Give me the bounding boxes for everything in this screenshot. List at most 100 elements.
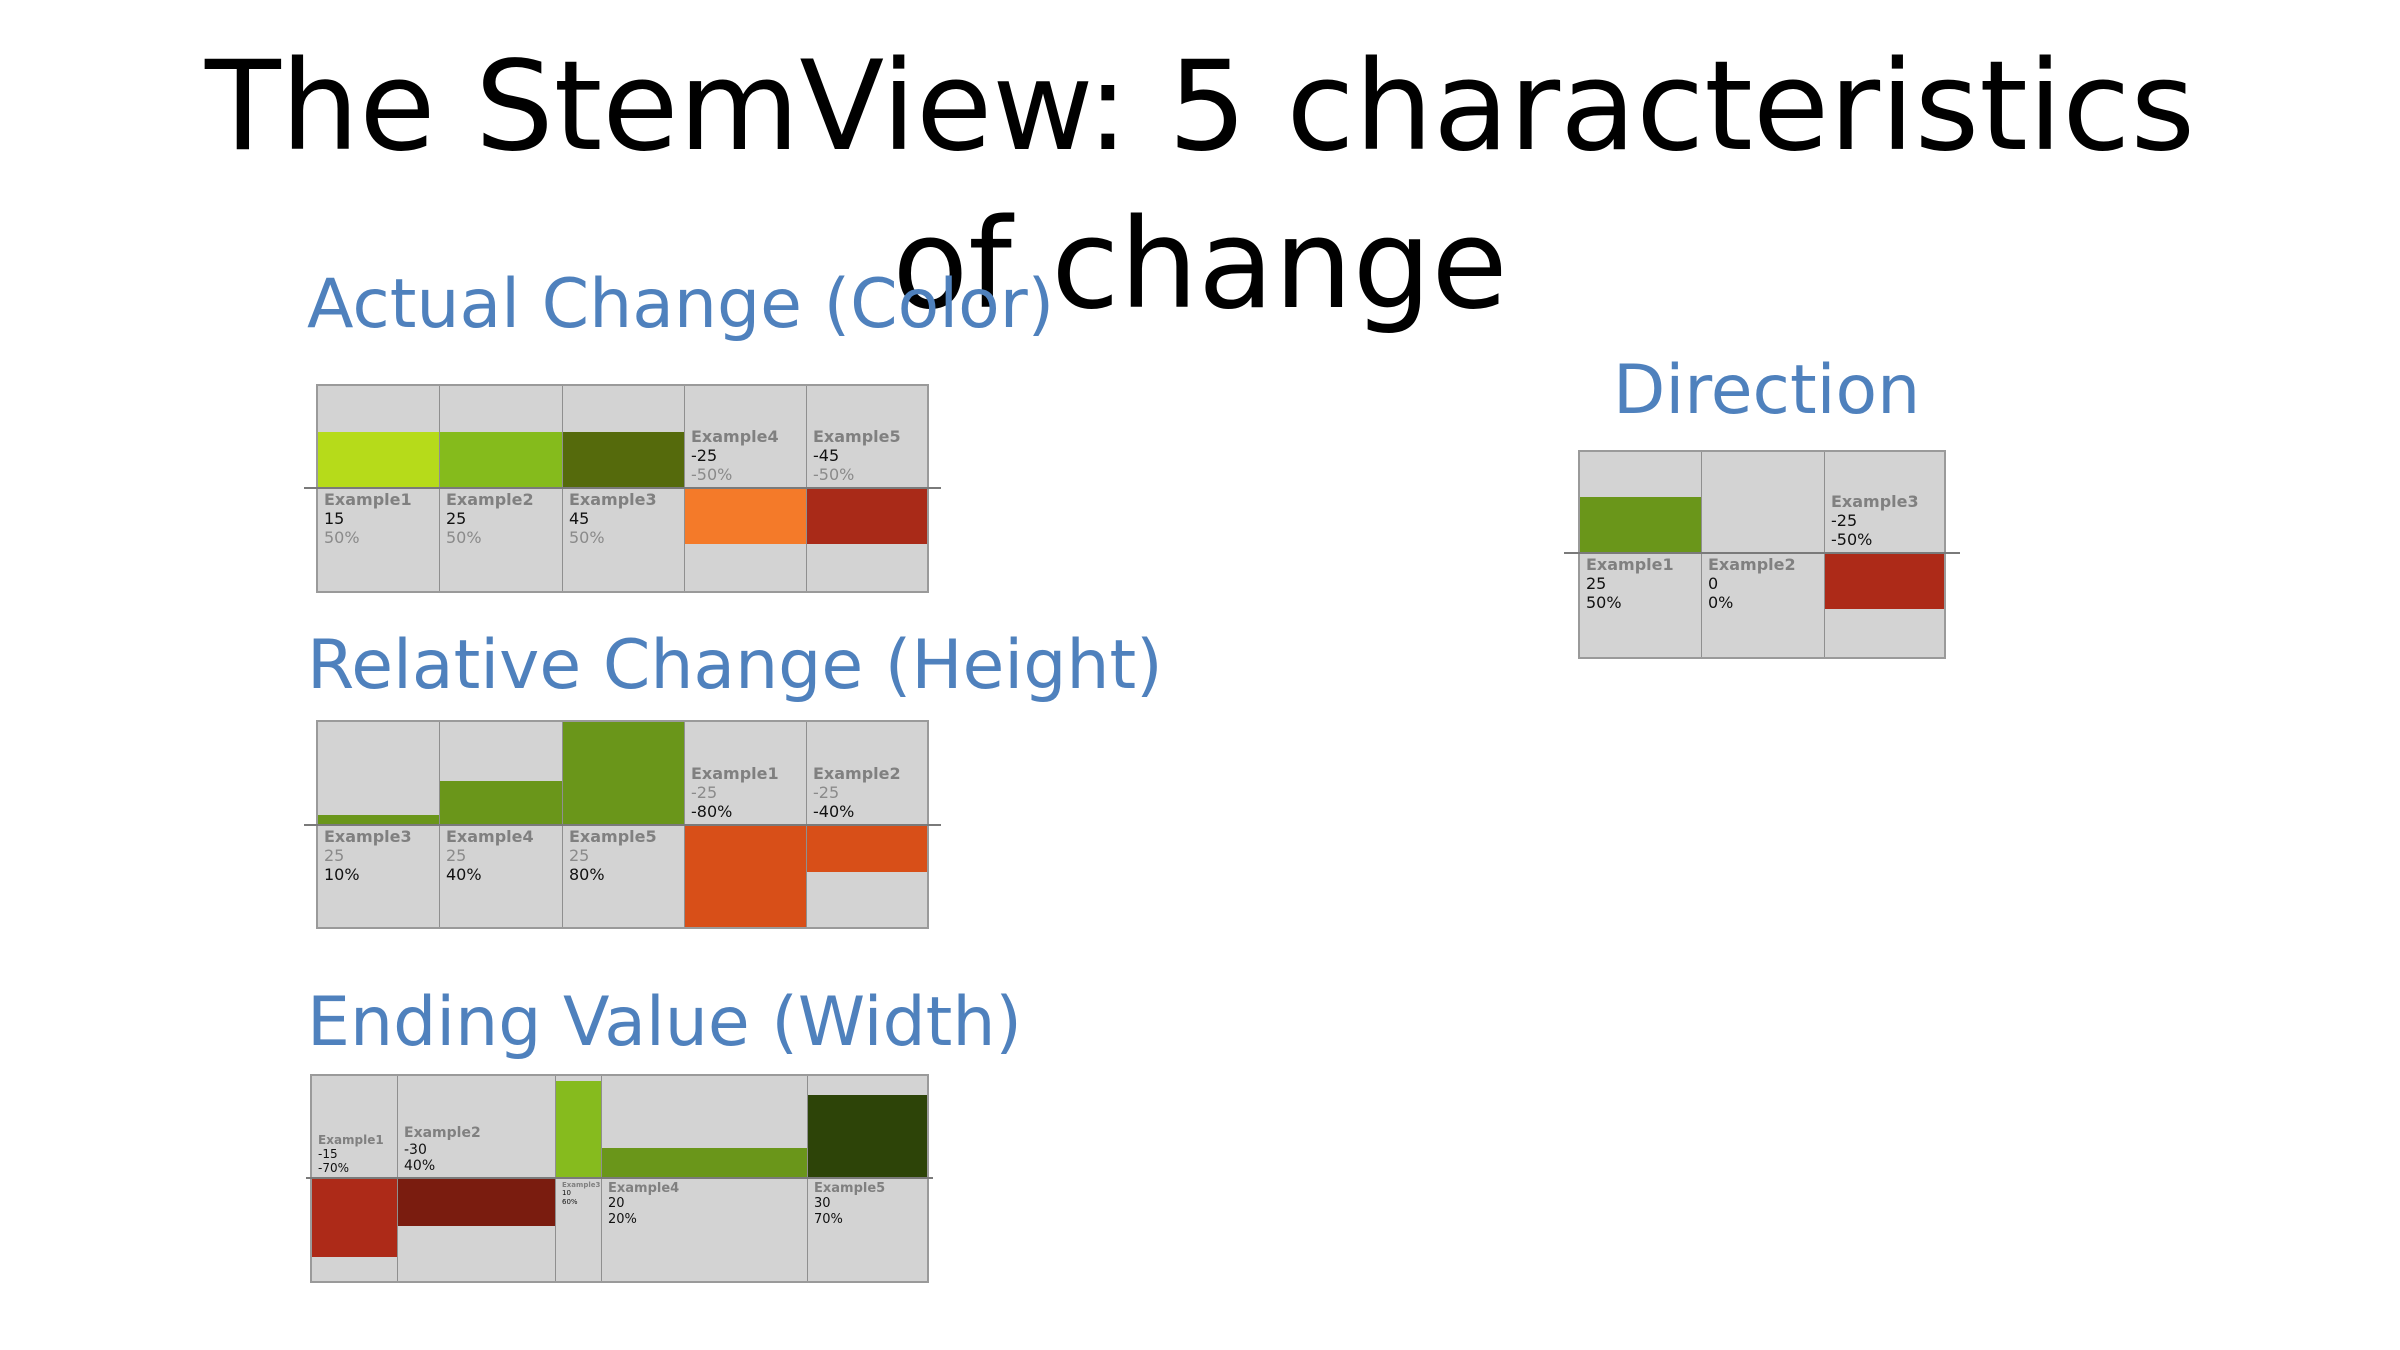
stem-pct: 50% (1586, 592, 1622, 612)
stem-bar (685, 488, 806, 544)
stem-label: Example2 -25 -40% (813, 764, 927, 822)
stem-pct: 20% (608, 1211, 637, 1227)
stem-pct: -70% (318, 1160, 350, 1175)
stem-change: -25 (1831, 511, 1858, 531)
stem-bar (807, 825, 929, 872)
stem-change: -25 (813, 783, 840, 803)
stem-pct: -50% (813, 465, 855, 485)
stem-label: Example3 25 10% (324, 827, 437, 885)
stem-pct: 0% (1708, 592, 1734, 612)
stem-name: Example3 (324, 827, 412, 846)
stem-bar (808, 1095, 929, 1178)
stem-pct: -50% (691, 465, 733, 485)
stem-pct: 60% (562, 1197, 578, 1206)
stem-change: -30 (404, 1141, 427, 1158)
stem-column: Example5 -45 -50% (806, 384, 929, 593)
stem-bar (1825, 553, 1946, 609)
stem-pct: 50% (446, 527, 482, 547)
stem-name: Example4 (446, 827, 534, 846)
stem-pct: 80% (569, 864, 605, 884)
stem-change: -45 (813, 446, 840, 466)
stem-pct: 50% (569, 527, 605, 547)
stem-label: Example1 15 50% (324, 490, 437, 548)
stem-name: Example2 (1708, 555, 1796, 574)
stem-bar (685, 825, 806, 929)
stem-name: Example4 (691, 427, 779, 447)
stem-column: Example4 25 40% (439, 720, 562, 929)
stem-label: Example5 30 70% (814, 1181, 927, 1227)
stem-name: Example1 (1586, 555, 1674, 574)
stem-pct: 70% (814, 1211, 843, 1227)
stem-name: Example2 (446, 490, 534, 509)
direction-stemview: Example1 25 50% Example2 0 0% Example3 -25 -50% (1564, 450, 1960, 659)
stem-column: Example2 0 0% (1701, 450, 1824, 659)
stem-label: Example1 -25 -80% (691, 764, 804, 822)
relative-change-label: Relative Change (Height) (307, 626, 1163, 705)
stem-label: Example5 25 80% (569, 827, 682, 885)
stem-change: -25 (691, 446, 718, 466)
stem-bar (807, 488, 929, 544)
relative-change-stemview: Example3 25 10% Example4 25 40% Example5 25 80% E… (304, 720, 941, 929)
stem-label: Example1 25 50% (1586, 555, 1699, 613)
stem-column: Example1 15 50% (316, 384, 439, 593)
stem-bar (318, 432, 439, 488)
stem-name: Example3 (569, 490, 657, 509)
stem-column: Example4 -25 -50% (684, 384, 806, 593)
stem-change: 25 (324, 845, 345, 865)
stem-pct: -40% (813, 802, 855, 822)
stem-label: Example4 -25 -50% (691, 427, 804, 485)
actual-change-stemview: Example1 15 50% Example2 25 50% Example3 45 50% E… (304, 384, 941, 593)
direction-label: Direction (1613, 351, 1921, 430)
stem-label: Example2 25 50% (446, 490, 560, 548)
ending-value-stemview: Example1 -15 -70% Example2 -30 40% Example3 10 6… (306, 1074, 933, 1283)
stem-name: Example5 (814, 1181, 886, 1196)
stem-label: Example3 45 50% (569, 490, 682, 548)
stem-change: 30 (814, 1196, 831, 1212)
stem-name: Example1 (324, 490, 412, 509)
stem-column: Example2 -25 -40% (806, 720, 929, 929)
stem-pct: -50% (1831, 530, 1873, 550)
stem-pct: -80% (691, 802, 733, 822)
stem-name: Example2 (813, 764, 901, 784)
stem-label: Example1 -15 -70% (318, 1133, 395, 1175)
stem-column: Example5 30 70% (807, 1074, 929, 1283)
stem-name: Example5 (569, 827, 657, 846)
stem-bar (556, 1081, 601, 1178)
page-title: The StemView: 5 characteristics of chang… (204, 35, 2196, 337)
stem-bar (398, 1178, 555, 1226)
stem-pct: 50% (324, 527, 360, 547)
stem-name: Example1 (318, 1132, 384, 1147)
stem-name: Example1 (691, 764, 779, 784)
stem-column: Example4 20 20% (601, 1074, 807, 1283)
stem-change: 0 (1708, 573, 1719, 593)
stem-bar (1580, 497, 1701, 553)
stem-change: -25 (691, 783, 718, 803)
stem-label: Example2 0 0% (1708, 555, 1822, 613)
stem-change: 25 (1586, 573, 1607, 593)
stem-name: Example2 (404, 1125, 481, 1142)
stem-pct: 40% (446, 864, 482, 884)
stem-change: -15 (318, 1146, 338, 1161)
stemview-baseline (1564, 552, 1960, 554)
stem-label: Example3 -25 -50% (1831, 492, 1944, 550)
stem-name: Example4 (608, 1181, 680, 1196)
stem-bar (318, 815, 439, 825)
stem-change: 10 (562, 1189, 571, 1198)
stem-bar (563, 432, 684, 488)
stemview-baseline (304, 487, 941, 489)
stem-bar (602, 1148, 807, 1178)
ending-value-label: Ending Value (Width) (307, 983, 1022, 1062)
stem-label: Example2 -30 40% (404, 1125, 553, 1175)
stem-name: Example5 (813, 427, 901, 447)
stem-change: 15 (324, 508, 345, 528)
stem-label: Example4 20 20% (608, 1181, 805, 1227)
stem-change: 45 (569, 508, 590, 528)
stem-bar (312, 1178, 397, 1257)
stem-change: 25 (446, 508, 467, 528)
actual-change-label: Actual Change (Color) (307, 265, 1055, 344)
stem-column: Example2 25 50% (439, 384, 562, 593)
stem-bar (440, 432, 562, 488)
stem-pct: 10% (324, 864, 360, 884)
stem-column: Example1 25 50% (1578, 450, 1701, 659)
stem-label: Example3 10 60% (562, 1181, 600, 1206)
